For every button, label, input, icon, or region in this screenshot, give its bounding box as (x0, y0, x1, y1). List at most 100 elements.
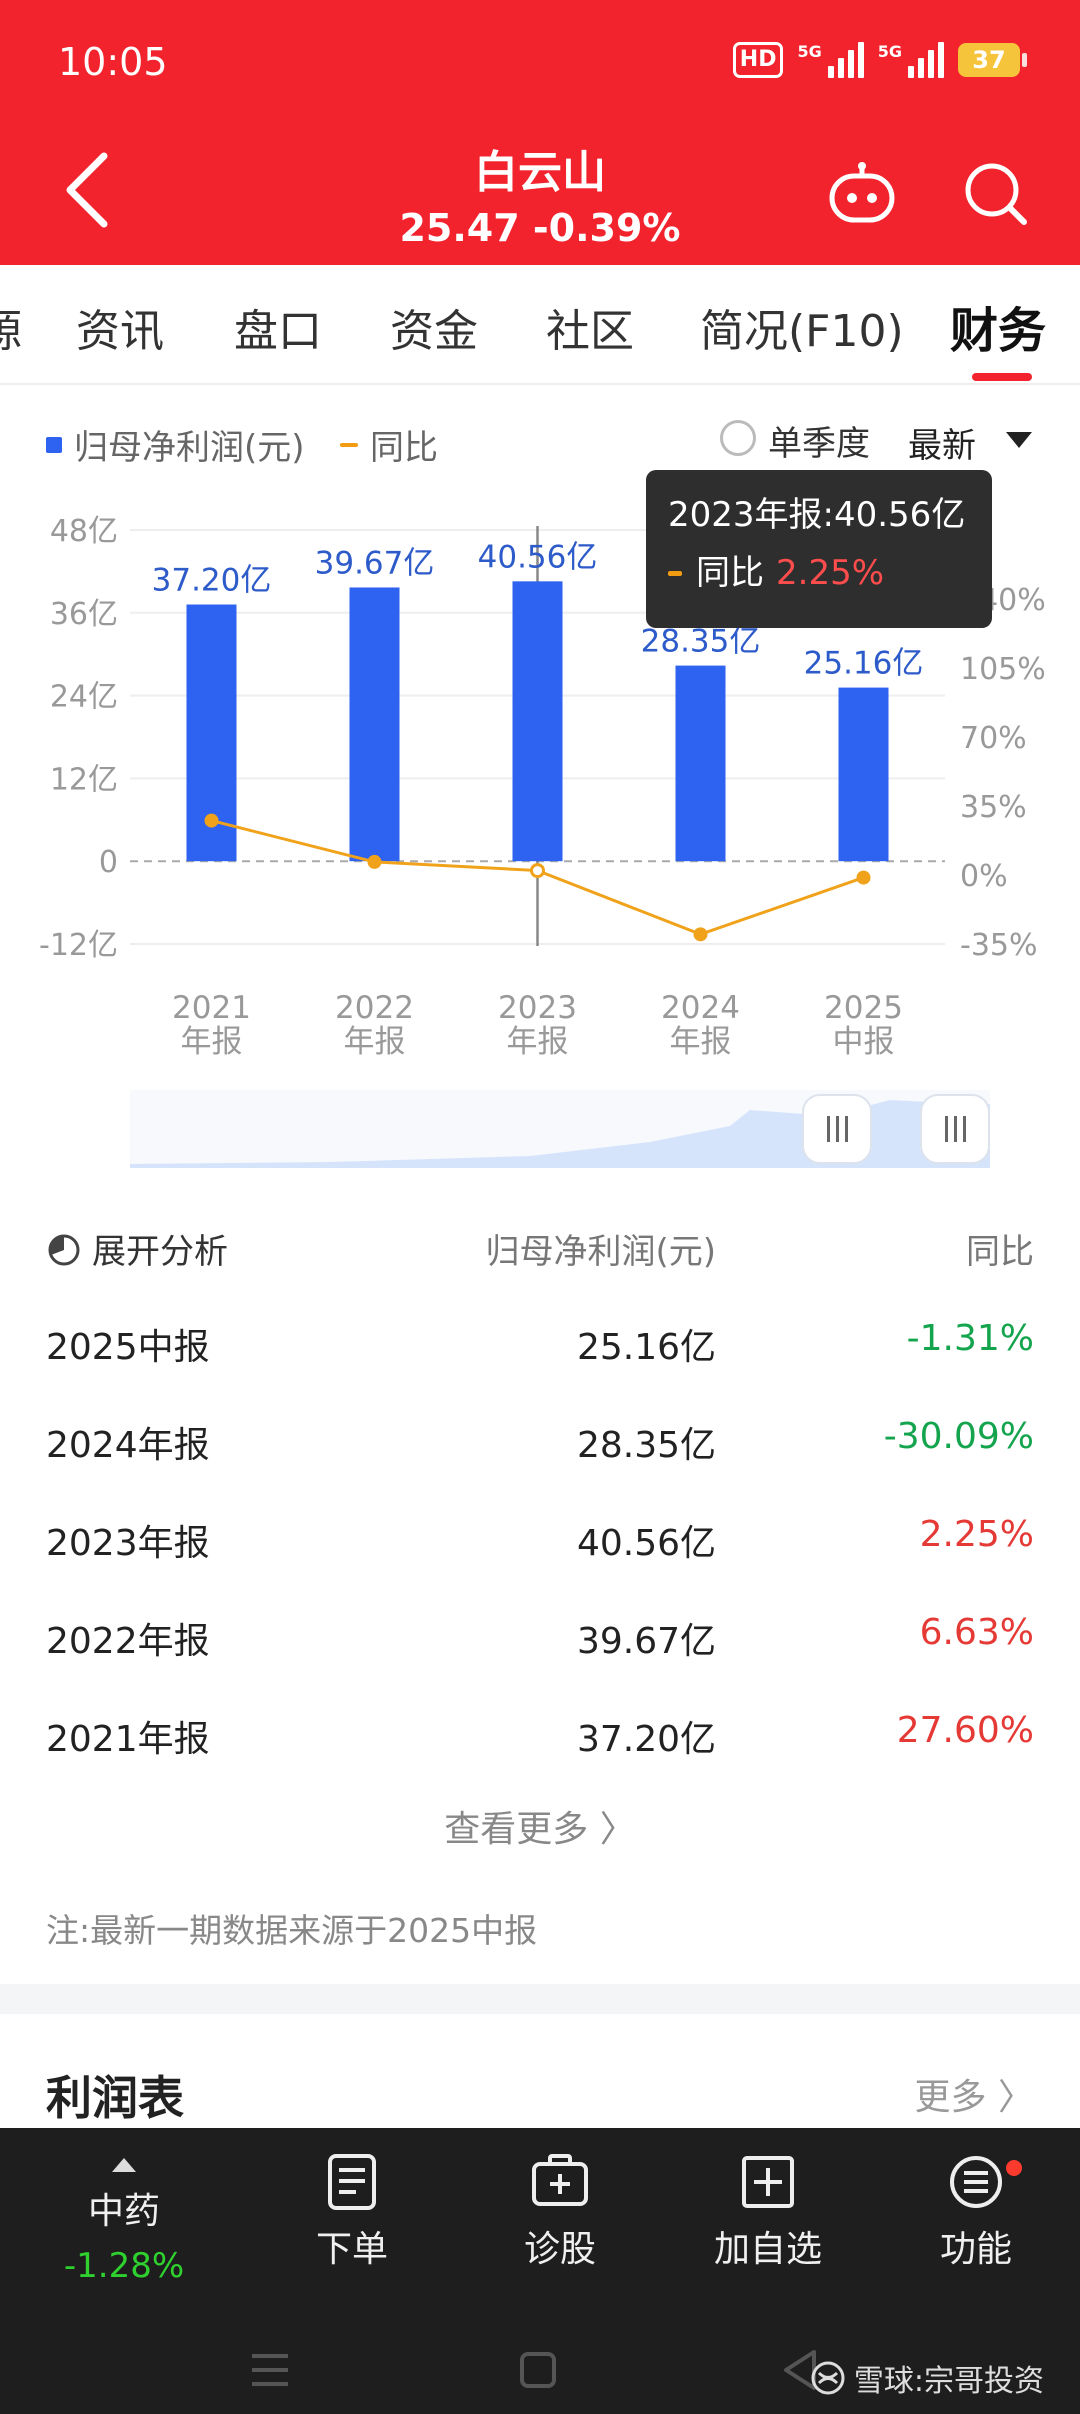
view-more-link[interactable]: 查看更多 〉 (444, 1809, 636, 1850)
tab-partial[interactable]: 源 (0, 295, 22, 359)
latest-dropdown[interactable]: 最新 (908, 426, 976, 466)
active-tab-indicator (972, 373, 1032, 381)
row-profit: 39.67亿 (576, 1621, 716, 1662)
watermark: 雪球:宗哥投资 (810, 2356, 1044, 2400)
x-tick-label-type: 年报 (670, 1024, 732, 1060)
table-header: 展开分析 归母净利润(元) 同比 (0, 1220, 1080, 1280)
row-yoy: 27.60% (896, 1710, 1034, 1751)
add-watchlist-label: 加自选 (713, 2229, 822, 2270)
network-type-1: 5G (797, 42, 822, 61)
functions-label: 功能 (939, 2229, 1012, 2270)
data-source-note: 注:最新一期数据来源于2025中报 (46, 1911, 538, 1950)
tab-news[interactable]: 资讯 (76, 306, 164, 357)
table-row[interactable]: 2021年报 37.20亿 27.60% (0, 1710, 1080, 1770)
row-period: 2025中报 (46, 1327, 210, 1368)
bar-data-label: 25.16亿 (804, 646, 924, 682)
single-quarter-label[interactable]: 单季度 (768, 424, 870, 464)
tooltip-row: 同比 2.25% (668, 544, 970, 602)
diagnose-button[interactable]: 诊股 (452, 2150, 668, 2272)
single-quarter-radio[interactable] (720, 420, 756, 456)
income-statement-more-link[interactable]: 更多 〉 (914, 2077, 1034, 2118)
status-icons: HD 5G 5G 37 (732, 40, 1027, 80)
y-left-tick-label: -12亿 (39, 928, 118, 963)
chevron-down-icon[interactable] (1006, 432, 1032, 448)
back-arrow-icon[interactable] (60, 150, 120, 230)
recent-apps-icon[interactable] (248, 2350, 292, 2390)
expand-analysis-button[interactable]: 展开分析 (92, 1232, 228, 1272)
add-watchlist-icon (742, 2156, 794, 2208)
tab-funds[interactable]: 资金 (390, 306, 478, 357)
tab-profile-f10[interactable]: 简况(F10) (700, 306, 904, 357)
x-tick-label-year: 2025 (824, 990, 903, 1026)
table-row[interactable]: 2022年报 39.67亿 6.63% (0, 1612, 1080, 1672)
y-right-tick-label: 35% (960, 790, 1027, 825)
slider-handle-right[interactable] (920, 1094, 990, 1164)
legend-bar-label: 归母净利润(元) (74, 428, 305, 468)
yoy-point (856, 870, 871, 885)
tab-orderbook[interactable]: 盘口 (234, 306, 322, 357)
table-row[interactable]: 2024年报 28.35亿 -30.09% (0, 1416, 1080, 1476)
y-right-tick-label: 105% (960, 652, 1046, 687)
yoy-point (693, 927, 708, 942)
diagnose-label: 诊股 (523, 2229, 596, 2270)
row-period: 2023年报 (46, 1523, 210, 1564)
legend-bar: 归母净利润(元) (46, 420, 305, 469)
robot-assistant-icon[interactable] (826, 158, 898, 230)
network-type-2: 5G (877, 42, 902, 61)
row-yoy: -30.09% (883, 1416, 1034, 1457)
bottom-toolbar: 中药 -1.28% 下单 诊股 加自选 (0, 2128, 1080, 2414)
row-profit: 37.20亿 (576, 1719, 716, 1760)
chart-tooltip: 2023年报:40.56亿 同比 2.25% (646, 470, 992, 628)
yoy-point (530, 863, 545, 879)
notification-dot (1006, 2160, 1022, 2176)
pie-chart-icon[interactable] (46, 1232, 82, 1268)
range-slider[interactable] (130, 1090, 990, 1168)
order-button[interactable]: 下单 (244, 2150, 460, 2272)
tab-community[interactable]: 社区 (546, 306, 634, 357)
battery-icon: 37 (958, 43, 1027, 77)
signal-icon-2: 5G (878, 42, 944, 78)
functions-button[interactable]: 功能 (868, 2150, 1080, 2272)
row-period: 2022年报 (46, 1621, 210, 1662)
search-icon[interactable] (962, 160, 1028, 226)
stock-price: 25.47 (399, 206, 520, 250)
legend-line-swatch (340, 442, 358, 447)
menu-icon (950, 2156, 1002, 2208)
sector-indicator[interactable]: 中药 -1.28% (16, 2150, 232, 2286)
y-left-tick-label: 0 (99, 845, 118, 880)
yoy-point (367, 854, 382, 869)
price-line: 25.47 -0.39% (0, 206, 1080, 250)
y-left-tick-label: 48亿 (50, 514, 118, 549)
x-tick-label-type: 中报 (833, 1024, 895, 1060)
x-tick-label-type: 年报 (181, 1024, 243, 1060)
x-tick-label-year: 2024 (661, 990, 740, 1026)
row-yoy: 6.63% (919, 1612, 1034, 1653)
bar-data-label: 37.20亿 (152, 563, 272, 599)
table-row[interactable]: 2025中报 25.16亿 -1.31% (0, 1318, 1080, 1378)
profit-chart[interactable]: 48亿36亿24亿12亿0-12亿140%105%70%35%0%-35%37.… (0, 480, 1080, 1070)
bar (838, 687, 889, 862)
bar-data-label: 40.56亿 (478, 539, 598, 575)
home-icon[interactable] (518, 2350, 558, 2390)
row-profit: 25.16亿 (576, 1327, 716, 1368)
x-tick-label-type: 年报 (344, 1024, 406, 1060)
watermark-text: 雪球:宗哥投资 (853, 2364, 1044, 2399)
sector-change: -1.28% (63, 2246, 185, 2286)
table-row[interactable]: 2023年报 40.56亿 2.25% (0, 1514, 1080, 1574)
col-header-profit: 归母净利润(元) (485, 1232, 716, 1272)
add-watchlist-button[interactable]: 加自选 (660, 2150, 876, 2272)
tab-financials[interactable]: 财务 (950, 303, 1047, 359)
row-profit: 28.35亿 (576, 1425, 716, 1466)
tooltip-line-swatch (668, 570, 682, 576)
price-change: -0.39% (532, 206, 681, 250)
status-time: 10:05 (58, 40, 168, 84)
legend-line-label: 同比 (370, 428, 438, 468)
slider-handle-left[interactable] (802, 1094, 872, 1164)
row-period: 2021年报 (46, 1719, 210, 1760)
signal-icon-1: 5G (797, 42, 864, 78)
row-yoy: 2.25% (919, 1514, 1034, 1555)
order-icon (328, 2154, 376, 2210)
y-left-tick-label: 36亿 (50, 597, 118, 632)
section-divider (0, 1984, 1080, 2014)
row-period: 2024年报 (46, 1425, 210, 1466)
